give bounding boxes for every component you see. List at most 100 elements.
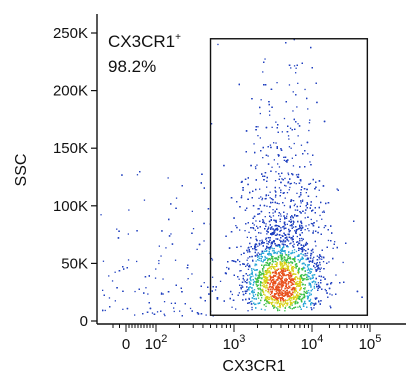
event-dot	[286, 213, 288, 215]
event-dot	[186, 267, 189, 269]
event-dot	[265, 237, 267, 239]
event-dot	[280, 189, 282, 191]
event-dot	[282, 235, 284, 237]
event-dot	[301, 301, 303, 303]
event-dot	[287, 299, 289, 301]
event-dot	[269, 206, 271, 208]
event-dot	[268, 286, 270, 289]
event-dot	[171, 243, 174, 245]
event-dot	[285, 264, 287, 266]
event-dot	[279, 220, 281, 223]
event-dot	[292, 270, 294, 272]
event-dot	[270, 227, 272, 229]
event-dot	[305, 241, 308, 244]
event-dot	[258, 213, 261, 215]
event-dot	[276, 299, 278, 301]
event-dot	[248, 297, 250, 300]
event-dot	[279, 213, 282, 215]
event-dot	[265, 279, 268, 281]
event-dot	[289, 276, 291, 278]
event-dot	[296, 294, 298, 296]
event-dot	[302, 304, 304, 306]
event-dot	[283, 225, 285, 228]
event-dot	[280, 227, 282, 229]
event-dot	[259, 106, 261, 109]
event-dot	[276, 299, 279, 301]
event-dot	[282, 268, 285, 270]
event-dot	[143, 199, 146, 201]
event-dot	[311, 210, 313, 212]
event-dot	[310, 218, 312, 221]
event-dot	[326, 262, 328, 264]
event-dot	[248, 298, 250, 300]
event-dot	[241, 180, 243, 183]
event-dot	[268, 220, 271, 223]
event-dot	[262, 221, 264, 223]
event-dot	[262, 291, 265, 293]
event-dot	[273, 142, 275, 144]
event-dot	[247, 222, 249, 224]
event-dot	[304, 287, 306, 289]
event-dot	[257, 252, 259, 254]
event-dot	[314, 302, 317, 305]
event-dot	[286, 236, 288, 238]
event-dot	[267, 264, 269, 266]
event-dot	[304, 243, 307, 245]
event-dot	[285, 185, 287, 187]
event-dot	[275, 296, 277, 298]
event-dot	[181, 185, 183, 187]
event-dot	[282, 284, 284, 286]
event-dot	[263, 175, 266, 177]
event-dot	[297, 82, 299, 84]
event-dot	[252, 275, 254, 277]
event-dot	[270, 198, 273, 200]
event-dot	[136, 174, 139, 176]
event-dot	[283, 271, 285, 273]
event-dot	[292, 91, 294, 93]
event-dot	[318, 189, 320, 191]
event-dot	[284, 278, 286, 280]
event-dot	[290, 237, 292, 239]
event-dot	[247, 310, 249, 312]
event-dot	[248, 249, 250, 251]
event-dot	[281, 283, 283, 285]
event-dot	[271, 233, 273, 236]
event-dot	[249, 283, 251, 285]
event-dot	[266, 284, 268, 286]
event-dot	[290, 216, 292, 218]
event-dot	[285, 227, 287, 229]
event-dot	[287, 240, 290, 242]
event-dot	[275, 238, 277, 240]
event-dot	[288, 277, 290, 279]
event-dot	[312, 302, 314, 305]
event-dot	[287, 182, 289, 184]
event-dot	[291, 304, 293, 306]
event-dot	[252, 222, 254, 224]
event-dot	[268, 270, 271, 272]
event-dot	[298, 281, 300, 283]
event-dot	[146, 311, 149, 313]
event-dot	[258, 255, 260, 257]
event-dot	[309, 161, 311, 163]
event-dot	[270, 296, 272, 298]
event-dot	[181, 291, 183, 293]
event-dot	[304, 212, 306, 214]
event-dot	[274, 293, 276, 295]
event-dot	[299, 293, 301, 295]
event-dot	[261, 288, 264, 291]
event-dot	[255, 273, 257, 276]
event-dot	[308, 183, 310, 185]
event-dot	[286, 254, 288, 256]
event-dot	[256, 239, 258, 242]
event-dot	[250, 164, 252, 167]
event-dot	[319, 303, 321, 305]
event-dot	[288, 231, 290, 233]
event-dot	[255, 235, 257, 238]
event-dot	[287, 233, 289, 235]
event-dot	[323, 211, 325, 213]
event-dot	[257, 277, 259, 279]
event-dot	[281, 260, 283, 262]
event-dot	[291, 274, 293, 276]
event-dot	[308, 230, 310, 232]
